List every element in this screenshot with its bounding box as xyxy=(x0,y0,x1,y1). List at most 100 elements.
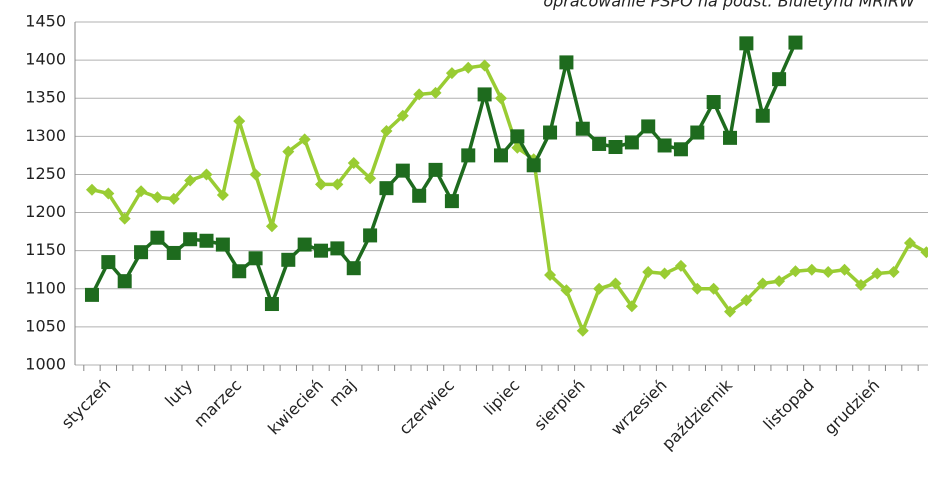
marker xyxy=(135,185,148,198)
marker xyxy=(314,243,329,258)
x-tick-label: kwiecień xyxy=(264,376,327,439)
marker xyxy=(167,192,180,205)
marker xyxy=(462,61,475,74)
marker xyxy=(233,115,246,128)
marker xyxy=(576,324,589,337)
marker xyxy=(724,305,737,318)
marker xyxy=(461,148,476,163)
marker xyxy=(772,72,787,87)
y-tick-label: 1150 xyxy=(25,240,66,259)
chart-subtitle: opracowanie PSPO na podst. Biuletynu MRi… xyxy=(543,0,916,11)
x-tick-label: czerwiec xyxy=(395,376,458,439)
marker xyxy=(641,119,656,134)
y-tick-label: 1300 xyxy=(25,126,66,145)
y-tick-label: 1000 xyxy=(25,355,66,374)
marker xyxy=(690,125,705,140)
marker xyxy=(183,232,198,247)
marker xyxy=(560,284,573,297)
marker xyxy=(117,274,132,289)
marker xyxy=(674,259,687,272)
marker xyxy=(429,86,442,99)
marker xyxy=(526,158,541,173)
marker xyxy=(903,237,916,250)
marker xyxy=(756,277,769,290)
x-tick-label: marzec xyxy=(190,376,245,431)
marker xyxy=(346,261,361,276)
marker xyxy=(706,95,721,110)
marker xyxy=(478,59,491,72)
marker xyxy=(510,129,525,144)
marker xyxy=(593,282,606,295)
x-tick-label: luty xyxy=(161,376,196,411)
marker xyxy=(232,264,247,279)
marker xyxy=(84,287,99,302)
marker xyxy=(789,265,802,278)
y-tick-label: 1350 xyxy=(25,88,66,107)
y-tick-label: 1200 xyxy=(25,202,66,221)
marker xyxy=(444,194,459,209)
marker xyxy=(166,245,181,260)
marker xyxy=(150,230,165,245)
marker xyxy=(609,277,622,290)
x-tick-label: styczeń xyxy=(58,376,115,433)
marker xyxy=(592,136,607,151)
marker xyxy=(151,191,164,204)
marker xyxy=(445,67,458,80)
marker xyxy=(493,148,508,163)
marker xyxy=(428,162,443,177)
marker xyxy=(363,228,378,243)
series-line xyxy=(91,63,928,333)
x-tick-label: lipiec xyxy=(480,376,523,419)
x-tick-label: grudzień xyxy=(820,376,883,439)
x-tick-label: sierpień xyxy=(530,376,589,435)
marker xyxy=(200,168,213,181)
marker xyxy=(477,87,492,102)
marker xyxy=(494,92,507,105)
marker xyxy=(642,266,655,279)
marker xyxy=(658,267,671,280)
x-tick-label: październik xyxy=(658,375,737,454)
marker xyxy=(412,188,427,203)
marker xyxy=(134,245,149,260)
marker xyxy=(102,187,115,200)
marker xyxy=(215,237,230,252)
marker xyxy=(297,237,312,252)
marker xyxy=(282,145,295,158)
y-tick-label: 1250 xyxy=(25,164,66,183)
marker xyxy=(216,189,229,202)
marker xyxy=(413,88,426,101)
marker xyxy=(887,266,900,279)
marker xyxy=(838,263,851,276)
y-tick-label: 1100 xyxy=(25,278,66,297)
marker xyxy=(281,252,296,267)
y-tick-label: 1400 xyxy=(25,50,66,69)
marker xyxy=(854,278,867,291)
marker xyxy=(822,266,835,279)
marker xyxy=(773,275,786,288)
marker xyxy=(101,255,116,270)
marker xyxy=(543,125,558,140)
marker xyxy=(871,267,884,280)
marker xyxy=(248,251,263,266)
marker xyxy=(755,108,770,123)
marker xyxy=(331,178,344,191)
marker xyxy=(380,124,393,137)
marker xyxy=(298,133,311,146)
x-tick-label: listopad xyxy=(760,376,818,434)
marker xyxy=(85,183,98,196)
marker xyxy=(624,135,639,150)
marker xyxy=(265,220,278,233)
marker xyxy=(315,178,328,191)
marker xyxy=(544,269,557,282)
marker xyxy=(379,181,394,196)
marker xyxy=(608,140,623,155)
marker xyxy=(249,168,262,181)
marker xyxy=(199,233,214,248)
marker xyxy=(739,36,754,51)
marker xyxy=(330,241,345,256)
marker xyxy=(805,263,818,276)
x-tick-label: wrzesień xyxy=(607,376,670,439)
marker xyxy=(920,246,928,259)
x-tick-label: maj xyxy=(325,376,360,411)
